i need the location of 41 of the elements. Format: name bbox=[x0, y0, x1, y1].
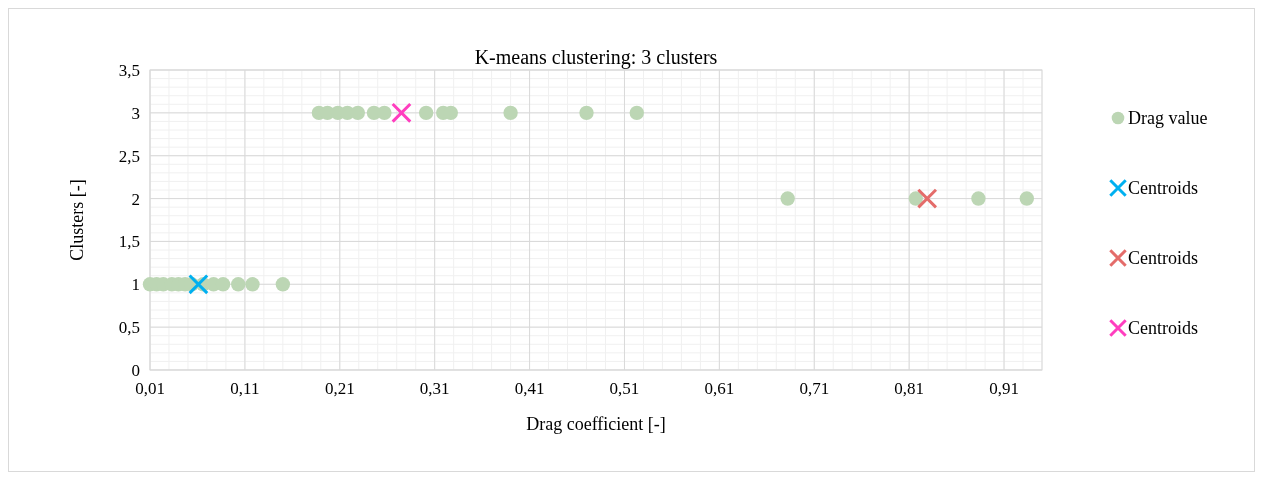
point bbox=[916, 188, 938, 209]
point bbox=[377, 105, 392, 121]
x-tick-label: 0,71 bbox=[799, 379, 830, 398]
x-tick-label: 0,91 bbox=[989, 379, 1019, 398]
x-tick-label: 0,61 bbox=[704, 379, 735, 398]
y-axis-title: Clusters [-] bbox=[67, 179, 87, 261]
y-tick-label: 0,5 bbox=[118, 318, 140, 338]
x-tick-label: 0,31 bbox=[419, 379, 450, 398]
legend-label: Centroids bbox=[1128, 178, 1198, 198]
point bbox=[245, 277, 260, 292]
legend-label: Centroids bbox=[1128, 318, 1198, 338]
point bbox=[188, 273, 209, 295]
point bbox=[391, 102, 412, 124]
y-tick-label: 3 bbox=[131, 103, 140, 123]
point bbox=[275, 277, 291, 292]
point bbox=[780, 191, 795, 206]
point bbox=[629, 105, 644, 121]
y-tick-label: 2,5 bbox=[118, 146, 140, 166]
point bbox=[579, 105, 594, 121]
point bbox=[971, 191, 986, 206]
chart-title: K-means clustering: 3 clusters bbox=[474, 46, 718, 69]
x-tick-label: 0,11 bbox=[230, 379, 260, 398]
y-tick-label: 2 bbox=[131, 189, 140, 209]
point bbox=[503, 105, 518, 121]
x-tick-label: 0,51 bbox=[609, 379, 640, 398]
x-tick-label: 0,21 bbox=[324, 379, 355, 398]
x-tick-label: 0,41 bbox=[514, 379, 545, 398]
y-tick-label: 0 bbox=[131, 361, 140, 380]
point bbox=[350, 105, 366, 121]
legend-label: Drag value bbox=[1128, 108, 1208, 128]
point bbox=[1019, 191, 1035, 206]
x-tick-label: 0,81 bbox=[894, 379, 925, 398]
y-tick-label: 1,5 bbox=[118, 232, 140, 252]
point bbox=[908, 191, 923, 206]
point bbox=[418, 105, 434, 121]
y-tick-label: 1 bbox=[131, 275, 140, 295]
x-axis-title: Drag coefficient [-] bbox=[526, 414, 666, 434]
x-tick-label: 0,01 bbox=[135, 379, 165, 398]
legend-label: Centroids bbox=[1128, 248, 1198, 268]
point bbox=[231, 277, 246, 292]
y-tick-label: 3,5 bbox=[118, 61, 140, 80]
